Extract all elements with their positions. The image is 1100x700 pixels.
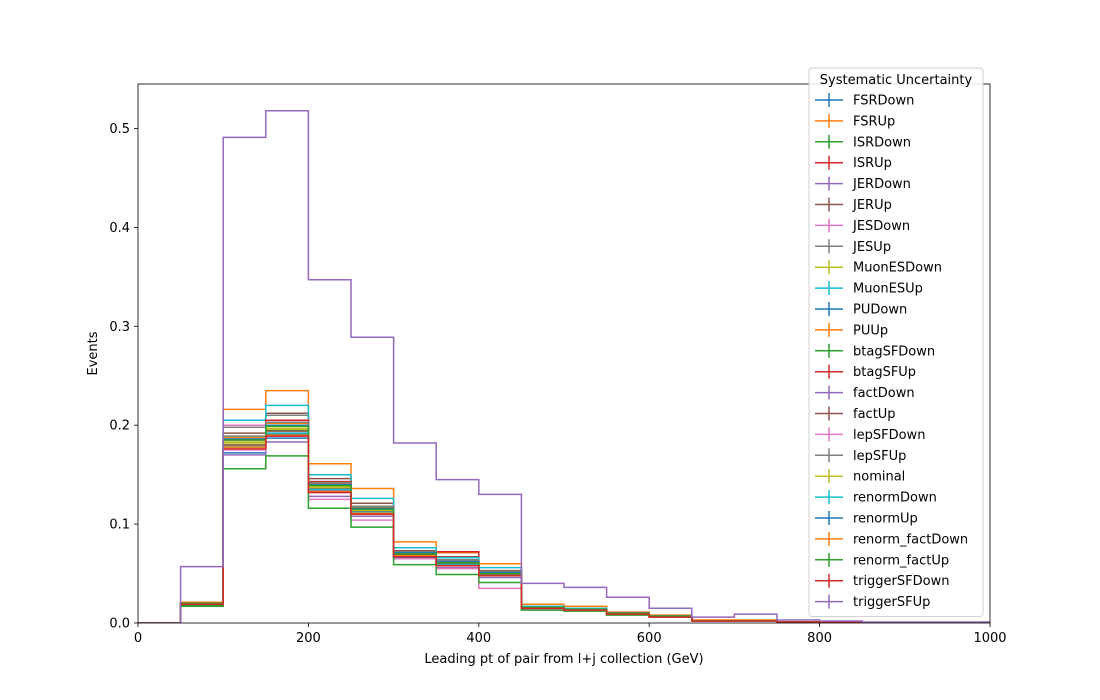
- legend-label: factDown: [853, 386, 915, 401]
- legend-label: lepSFUp: [853, 449, 906, 464]
- legend-label: nominal: [853, 470, 905, 485]
- legend-label: btagSFUp: [853, 365, 916, 380]
- legend-label: renormDown: [853, 491, 937, 506]
- y-tick-label: 0.1: [109, 518, 130, 533]
- axes-frame: [137, 83, 991, 624]
- legend-entry-JERUp: JERUp: [815, 197, 892, 213]
- legend-entry-factDown: factDown: [815, 385, 915, 401]
- x-tick-label: 800: [807, 631, 832, 646]
- legend-label: JERDown: [852, 177, 911, 192]
- series-line-triggerSFDown: [138, 435, 990, 623]
- legend-entry-btagSFUp: btagSFUp: [815, 364, 916, 380]
- legend-label: renormUp: [853, 512, 918, 527]
- legend-label: renorm_factDown: [853, 532, 968, 547]
- legend-entry-nominal: nominal: [815, 469, 905, 485]
- legend-label: PUUp: [853, 323, 888, 338]
- legend-label: ISRDown: [853, 135, 911, 150]
- legend-label: JESDown: [852, 219, 910, 234]
- legend-title: Systematic Uncertainty: [820, 73, 973, 88]
- y-tick-label: 0.4: [109, 221, 130, 236]
- legend-box: [808, 67, 984, 617]
- legend-label: triggerSFDown: [853, 574, 949, 589]
- legend-entry-PUDown: PUDown: [815, 302, 907, 318]
- legend-label: JESUp: [852, 240, 891, 255]
- x-tick-label: 200: [296, 631, 321, 646]
- legend-entry-MuonESDown: MuonESDown: [815, 260, 942, 276]
- legend-label: JERUp: [852, 198, 892, 213]
- legend-entry-FSRDown: FSRDown: [815, 93, 914, 109]
- legend-label: MuonESDown: [853, 261, 942, 276]
- legend-entry-lepSFDown: lepSFDown: [815, 427, 925, 443]
- x-tick-label: 0: [134, 631, 142, 646]
- legend-label: lepSFDown: [853, 428, 925, 443]
- plot-area: [138, 109, 990, 623]
- legend-entry-JERDown: JERDown: [815, 176, 911, 192]
- legend-entry-ISRDown: ISRDown: [815, 134, 911, 150]
- series-line-triggerSFUp: [138, 109, 990, 623]
- legend-label: triggerSFUp: [853, 595, 930, 610]
- legend-entry-MuonESUp: MuonESUp: [815, 281, 923, 297]
- legend-label: factUp: [853, 407, 896, 422]
- legend-entry-JESDown: JESDown: [815, 218, 910, 234]
- legend-label: FSRUp: [853, 114, 895, 129]
- y-tick-label: 0.0: [109, 617, 130, 632]
- legend-entry-ISRUp: ISRUp: [815, 155, 892, 171]
- legend-entry-triggerSFUp: triggerSFUp: [815, 594, 930, 610]
- legend-entry-btagSFDown: btagSFDown: [815, 343, 935, 359]
- legend-label: renorm_factUp: [853, 553, 949, 568]
- legend-entry-FSRUp: FSRUp: [815, 113, 895, 129]
- legend-entry-renorm_factUp: renorm_factUp: [815, 552, 949, 568]
- legend-entry-renormDown: renormDown: [815, 490, 937, 506]
- legend-entry-triggerSFDown: triggerSFDown: [815, 573, 949, 589]
- legend-label: btagSFDown: [853, 344, 935, 359]
- x-tick-label: 600: [637, 631, 662, 646]
- y-tick-label: 0.3: [109, 320, 130, 335]
- y-tick-label: 0.5: [109, 122, 130, 137]
- y-axis-label: Events: [86, 331, 101, 375]
- legend-entry-PUUp: PUUp: [815, 322, 888, 338]
- legend-label: ISRUp: [853, 156, 892, 171]
- legend-entry-renorm_factDown: renorm_factDown: [815, 531, 968, 547]
- legend-label: FSRDown: [853, 94, 914, 109]
- x-axis-label: Leading pt of pair from l+j collection (…: [424, 652, 703, 667]
- legend-entry-factUp: factUp: [815, 406, 896, 422]
- legend-entry-lepSFUp: lepSFUp: [815, 448, 906, 464]
- legend-entry-JESUp: JESUp: [815, 239, 891, 255]
- legend-label: MuonESUp: [853, 282, 923, 297]
- y-tick-label: 0.2: [109, 419, 130, 434]
- x-tick-label: 1000: [973, 631, 1006, 646]
- legend: Systematic Uncertainty FSRDown FSRUp ISRDow…: [808, 67, 984, 617]
- axes: 0 200 400 600 800 1000 0.0 0.1 0.2 0.3 0.4 0.5 Leadi…: [86, 83, 1007, 667]
- x-tick-label: 400: [466, 631, 491, 646]
- legend-label: PUDown: [853, 303, 907, 318]
- legend-entry-renormUp: renormUp: [815, 511, 918, 527]
